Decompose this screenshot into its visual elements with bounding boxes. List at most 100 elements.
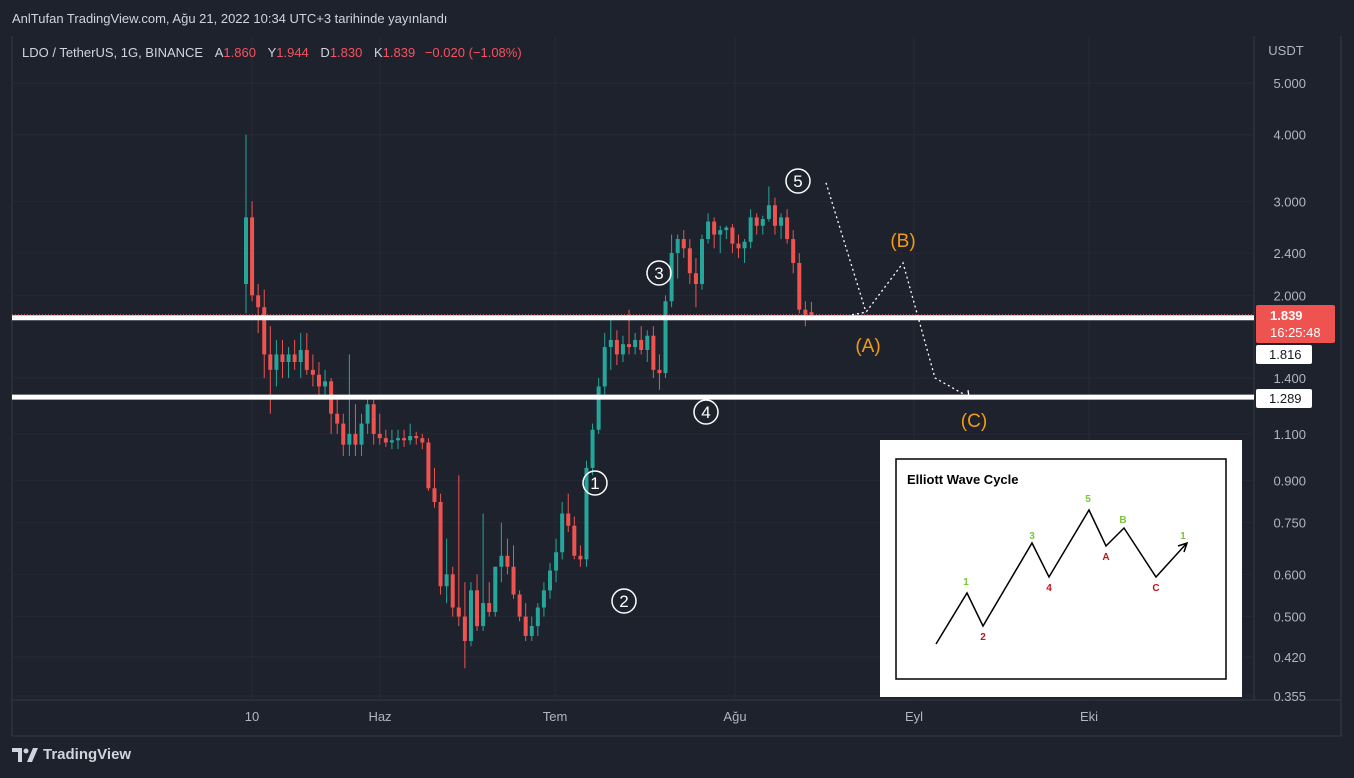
candle-body[interactable]: [298, 349, 303, 363]
candle-body[interactable]: [651, 335, 656, 370]
candle-body[interactable]: [566, 513, 571, 526]
candle-body[interactable]: [414, 435, 419, 439]
candle-body[interactable]: [420, 438, 425, 443]
wave-label-4[interactable]: 4: [693, 399, 719, 425]
candle-body[interactable]: [292, 354, 297, 363]
candle-body[interactable]: [596, 386, 601, 430]
candle-body[interactable]: [718, 230, 723, 235]
candle-body[interactable]: [730, 227, 735, 244]
candle-body[interactable]: [432, 488, 437, 502]
candle-body[interactable]: [548, 570, 552, 591]
time-axis[interactable]: 10 Haz Tem Ağu Eyl Eki: [245, 709, 1098, 724]
wave-label-c[interactable]: (C): [961, 411, 987, 432]
symbol-name[interactable]: LDO / TetherUS, 1G, BINANCE: [22, 45, 204, 60]
candle-body[interactable]: [475, 590, 480, 627]
wave-label-1[interactable]: 1: [582, 470, 608, 496]
candle-body[interactable]: [797, 262, 802, 310]
candle-body[interactable]: [383, 438, 388, 443]
candle-body[interactable]: [541, 590, 546, 608]
wave-label-2[interactable]: 2: [611, 588, 637, 614]
candle-body[interactable]: [444, 574, 449, 587]
candle-body[interactable]: [645, 335, 650, 350]
candle-body[interactable]: [244, 217, 248, 285]
tradingview-logo[interactable]: TradingView: [12, 746, 131, 763]
candle-body[interactable]: [456, 607, 461, 617]
candle-body[interactable]: [578, 555, 583, 560]
candle-body[interactable]: [772, 205, 777, 226]
candle-body[interactable]: [523, 616, 528, 636]
wave-label-a[interactable]: (A): [855, 336, 880, 357]
candle-body[interactable]: [335, 413, 340, 424]
candle-body[interactable]: [584, 467, 589, 560]
candle-body[interactable]: [402, 438, 407, 441]
candle-body[interactable]: [639, 339, 644, 350]
candle-body[interactable]: [754, 217, 759, 226]
candle-body[interactable]: [663, 301, 668, 374]
candle-body[interactable]: [450, 574, 455, 608]
candle-body[interactable]: [347, 433, 352, 445]
candle-body[interactable]: [572, 525, 577, 556]
candle-body[interactable]: [627, 344, 632, 348]
wave-label-5[interactable]: 5: [785, 168, 811, 194]
candle-body[interactable]: [554, 552, 559, 571]
candle-body[interactable]: [669, 253, 674, 302]
candle-body[interactable]: [280, 354, 285, 363]
candle-body[interactable]: [809, 312, 814, 315]
candle-body[interactable]: [377, 433, 382, 439]
candle-body[interactable]: [262, 307, 267, 355]
candle-body[interactable]: [493, 566, 498, 613]
level-label-2[interactable]: 1.289: [1256, 389, 1312, 408]
candle-body[interactable]: [396, 438, 400, 441]
price-axis-panel[interactable]: [1254, 36, 1354, 700]
candle-body[interactable]: [268, 354, 273, 370]
candle-body[interactable]: [462, 616, 467, 642]
candle-body[interactable]: [535, 607, 540, 627]
candle-body[interactable]: [693, 273, 698, 285]
candle-body[interactable]: [389, 440, 394, 443]
candle-body[interactable]: [706, 221, 711, 240]
candle-body[interactable]: [560, 513, 565, 553]
candle-body[interactable]: [700, 239, 704, 285]
candle-body[interactable]: [766, 205, 771, 220]
candle-body[interactable]: [511, 566, 516, 595]
candle-body[interactable]: [481, 603, 486, 627]
symbol-info-bar[interactable]: LDO / TetherUS, 1G, BINANCE A1.860 Y1.94…: [22, 45, 522, 60]
candle-body[interactable]: [590, 429, 595, 468]
candle-body[interactable]: [310, 369, 315, 375]
candle-body[interactable]: [353, 433, 358, 445]
candle-body[interactable]: [712, 221, 717, 235]
candle-body[interactable]: [517, 594, 522, 617]
candle-body[interactable]: [748, 217, 753, 242]
projection-path[interactable]: [851, 261, 970, 398]
candle-body[interactable]: [736, 243, 741, 249]
candle-body[interactable]: [468, 590, 473, 642]
candle-body[interactable]: [274, 354, 279, 370]
candle-body[interactable]: [499, 555, 504, 567]
candle-body[interactable]: [602, 347, 607, 387]
candle-body[interactable]: [408, 435, 413, 441]
wave-label-b[interactable]: (B): [890, 231, 915, 252]
candle-body[interactable]: [371, 404, 376, 434]
candle-body[interactable]: [742, 241, 747, 249]
candle-body[interactable]: [304, 349, 309, 370]
candle-body[interactable]: [323, 381, 328, 387]
candle-body[interactable]: [791, 239, 796, 263]
candle-body[interactable]: [256, 295, 261, 308]
candle-body[interactable]: [785, 217, 790, 240]
candle-body[interactable]: [529, 626, 534, 636]
candle-body[interactable]: [633, 339, 638, 348]
candle-body[interactable]: [365, 404, 370, 424]
candle-body[interactable]: [505, 555, 510, 567]
candle-body[interactable]: [681, 239, 686, 249]
candle-body[interactable]: [426, 442, 431, 489]
candle-body[interactable]: [608, 339, 613, 348]
candle-body[interactable]: [779, 217, 784, 226]
candle-body[interactable]: [760, 219, 765, 226]
candle-body[interactable]: [803, 309, 808, 315]
candle-body[interactable]: [250, 217, 255, 296]
candle-body[interactable]: [286, 354, 291, 363]
candle-body[interactable]: [487, 603, 492, 613]
candle-body[interactable]: [675, 239, 680, 254]
candle-body[interactable]: [316, 374, 321, 387]
